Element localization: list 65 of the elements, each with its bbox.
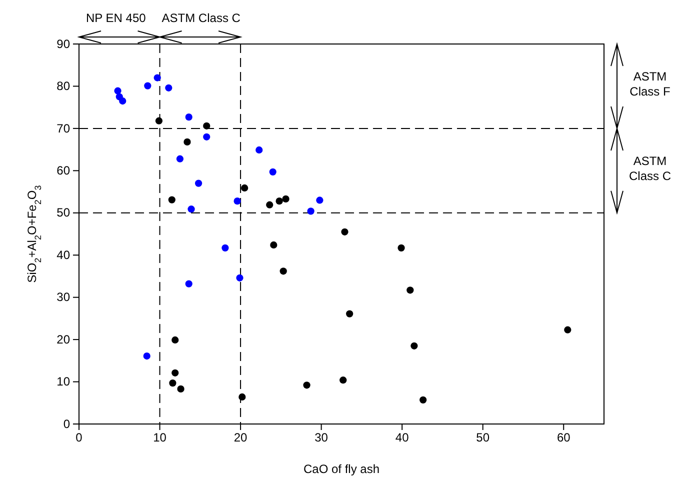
y-tick-label: 30	[56, 290, 70, 304]
y-tick-label: 0	[63, 416, 70, 431]
x-tick-label: 20	[234, 430, 248, 445]
point	[316, 196, 324, 204]
point	[346, 310, 354, 318]
point	[234, 198, 241, 205]
point	[176, 155, 184, 162]
point	[114, 87, 122, 94]
point	[266, 201, 274, 208]
point	[341, 228, 348, 236]
y-tick-label: 40	[56, 248, 70, 262]
point	[203, 122, 210, 130]
point	[410, 342, 418, 350]
point	[406, 286, 414, 294]
text: ASTM Class F	[630, 70, 670, 99]
y-tick-label: 20	[56, 332, 70, 346]
point	[154, 74, 161, 82]
y-tick-label: 80	[56, 79, 70, 94]
point	[185, 280, 192, 288]
y-tick-label: 60	[56, 164, 70, 178]
point	[303, 382, 310, 389]
point	[194, 180, 202, 187]
point	[241, 184, 248, 192]
text: ASTM Class C	[162, 11, 241, 25]
x-axis-title: CaO of fly ash	[303, 462, 380, 476]
point	[340, 376, 347, 384]
point	[282, 195, 290, 203]
point	[177, 385, 184, 393]
point	[564, 326, 572, 334]
point	[172, 336, 179, 344]
text: NP EN 450	[86, 11, 146, 25]
point	[222, 244, 229, 252]
point	[188, 206, 195, 213]
point	[269, 168, 276, 176]
x-tick-label: 60	[556, 430, 571, 445]
point	[236, 274, 244, 282]
point	[276, 198, 283, 205]
point	[420, 396, 427, 404]
y-tick-label: 50	[56, 206, 70, 220]
point	[165, 84, 172, 92]
point	[169, 379, 176, 387]
point	[307, 208, 314, 215]
point	[143, 352, 150, 360]
x-tick-label: 10	[153, 430, 167, 445]
x-tick-label: 30	[314, 430, 328, 445]
point	[168, 196, 176, 204]
y-tick-label: 10	[56, 374, 70, 389]
point	[238, 393, 246, 401]
point	[280, 268, 287, 275]
y-tick-label: 70	[56, 121, 70, 136]
point	[398, 244, 405, 252]
point	[203, 133, 210, 140]
x-tick-label: 40	[395, 430, 410, 445]
point	[184, 138, 191, 146]
point	[119, 97, 126, 105]
x-tick-label: 0	[76, 430, 83, 445]
point	[256, 146, 263, 154]
point	[144, 82, 152, 90]
point	[185, 113, 192, 121]
text: ASTM Class C	[628, 154, 672, 184]
point	[172, 369, 179, 376]
point	[155, 117, 163, 124]
y-tick-label: 90	[56, 36, 70, 51]
x-tick-label: 50	[476, 430, 490, 445]
point	[270, 241, 278, 249]
